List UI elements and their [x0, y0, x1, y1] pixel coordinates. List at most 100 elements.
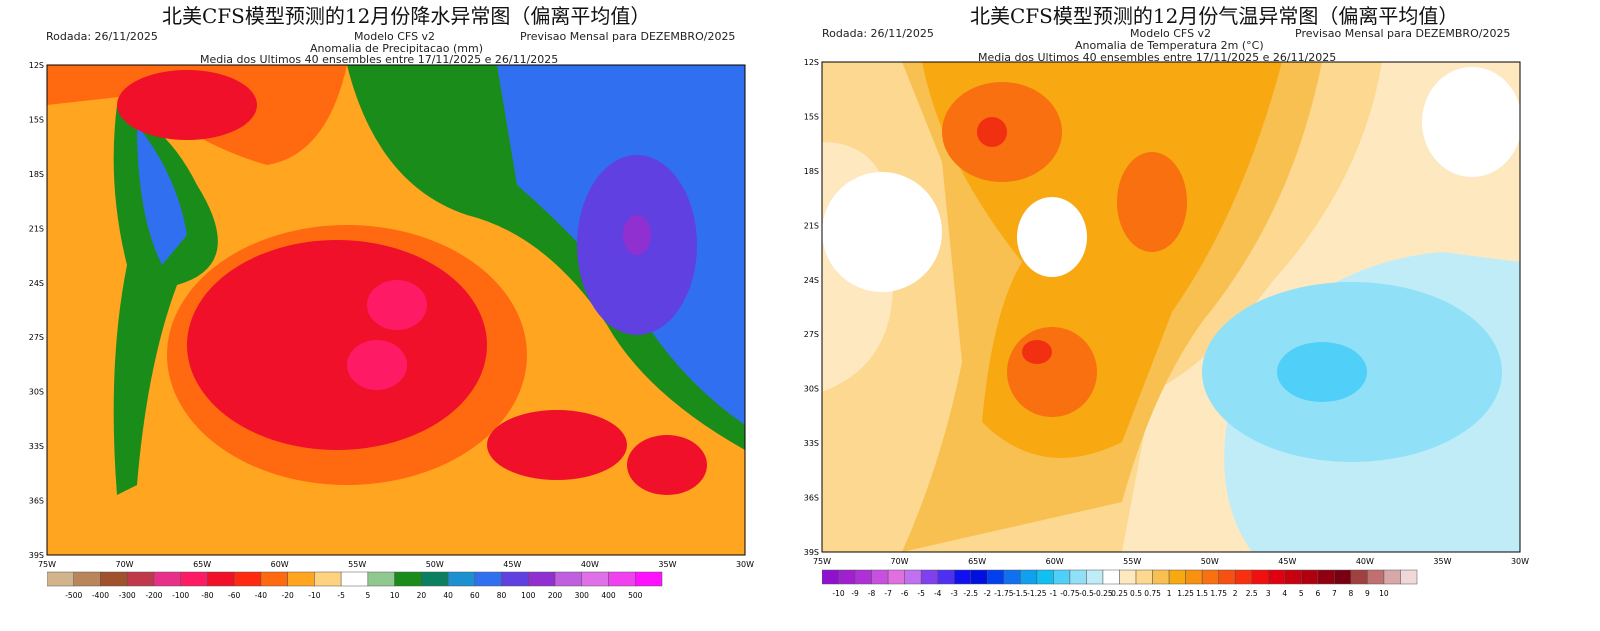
legend-swatch — [447, 571, 476, 587]
legend-swatch — [920, 569, 938, 585]
legend-label: 10 — [390, 591, 400, 600]
x-tick-label: 45W — [503, 560, 521, 569]
legend-label: 80 — [497, 591, 507, 600]
legend-label: -1.25 — [1027, 589, 1047, 598]
legend-swatch — [233, 571, 262, 587]
x-tick-label: 70W — [116, 560, 134, 569]
temp-legend: -10 -9 -8 -7 -6 -5 -4 -3 -2.5 -2 -1.75 -1.5 -1.25 -1-… — [822, 569, 1418, 598]
legend-swatch — [287, 571, 315, 587]
x-tick-label: 65W — [968, 557, 986, 566]
x-tick-label: 55W — [1123, 557, 1141, 566]
y-tick-label: 36S — [29, 497, 44, 506]
legend-swatch — [1185, 569, 1203, 585]
legend-swatch — [1036, 569, 1054, 585]
legend-swatch — [838, 569, 856, 585]
legend-label: -200 — [145, 591, 162, 600]
variable-label: Anomalia de Precipitacao (mm) — [310, 42, 483, 55]
ensemble-label: Media dos Ultimos 40 ensembles entre 17/… — [978, 51, 1337, 64]
legend-swatch — [1234, 569, 1252, 585]
legend-swatch — [1102, 569, 1120, 585]
legend-swatch — [887, 569, 905, 585]
legend-swatch — [100, 571, 128, 587]
legend-swatch — [1086, 569, 1104, 585]
legend-swatch — [987, 569, 1005, 585]
legend-label: -8 — [868, 589, 876, 598]
x-tick-label: 55W — [348, 560, 366, 569]
legend-swatch — [1020, 569, 1038, 585]
model-label: Modelo CFS v2 — [354, 30, 436, 43]
legend-swatch — [1069, 569, 1087, 585]
legend-label: 500 — [628, 591, 643, 600]
y-tick-label: 21S — [29, 224, 44, 233]
legend-label: 1.25 — [1177, 589, 1194, 598]
y-tick-label: 21S — [804, 221, 819, 230]
legend-label: 5 — [365, 591, 370, 600]
legend-swatch — [1251, 569, 1269, 585]
x-tick-label: 75W — [38, 560, 56, 569]
x-tick-label: 35W — [1433, 557, 1451, 566]
legend-swatch — [421, 571, 449, 587]
legend-label: 100 — [521, 591, 536, 600]
legend-label: -3 — [950, 589, 958, 598]
legend-swatch — [314, 571, 342, 587]
legend-swatch — [153, 571, 181, 587]
map-frame — [821, 61, 1521, 553]
x-tick-label: 50W — [426, 560, 444, 569]
y-tick-label: 24S — [29, 279, 44, 288]
legend-label: -4 — [934, 589, 942, 598]
legend-swatch — [1168, 569, 1186, 585]
y-tick-label: 15S — [29, 115, 44, 124]
legend-swatch — [871, 569, 889, 585]
legend-swatch — [1152, 569, 1170, 585]
legend-swatch — [581, 571, 609, 587]
x-tick-label: 60W — [1046, 557, 1064, 566]
legend-label: -40 — [255, 591, 267, 600]
legend-label: 400 — [601, 591, 616, 600]
legend-swatch — [554, 571, 583, 587]
legend-swatch — [937, 569, 955, 585]
legend-label: -0.75 — [1060, 589, 1080, 598]
map-frame — [46, 64, 746, 556]
y-tick-label: 18S — [804, 167, 819, 176]
legend-label: 1 — [1167, 589, 1172, 598]
legend-label: -7 — [884, 589, 892, 598]
legend-swatch — [474, 571, 502, 587]
y-tick-label: 39S — [29, 551, 44, 560]
legend-swatch — [1268, 569, 1286, 585]
legend-swatch — [635, 571, 663, 587]
legend-swatch — [1218, 569, 1236, 585]
legend-label: -100 — [172, 591, 189, 600]
precip-title: 北美CFS模型预测的12月份降水异常图（偏离平均值） — [162, 4, 651, 28]
forecast-label: Previsao Mensal para DEZEMBRO/2025 — [1295, 27, 1511, 40]
legend-label: -2.5 — [963, 589, 978, 598]
legend-label: 2 — [1233, 589, 1238, 598]
legend-swatch — [904, 569, 922, 585]
legend-label: 0.75 — [1144, 589, 1161, 598]
y-tick-label: 27S — [804, 330, 819, 339]
y-tick-label: 24S — [804, 276, 819, 285]
legend-label: 1.75 — [1210, 589, 1227, 598]
legend-label: -6 — [901, 589, 909, 598]
y-tick-label: 36S — [804, 494, 819, 503]
legend-label: 4 — [1282, 589, 1287, 598]
legend-swatch — [207, 571, 235, 587]
run-date: Rodada: 26/11/2025 — [822, 27, 934, 40]
legend-label: -10 — [832, 589, 844, 598]
forecast-label: Previsao Mensal para DEZEMBRO/2025 — [520, 30, 736, 43]
x-tick-label: 50W — [1201, 557, 1219, 566]
x-tick-label: 65W — [193, 560, 211, 569]
legend-swatch — [822, 569, 839, 585]
legend-swatch — [73, 571, 101, 587]
legend-swatch — [1367, 569, 1385, 585]
x-tick-label: 30W — [1511, 557, 1529, 566]
legend-label: -20 — [282, 591, 294, 600]
legend-swatch — [1400, 569, 1418, 585]
legend-label: -300 — [119, 591, 136, 600]
temp-map: 75W 70W 65W 60W 55W 50W 45W 40W 35W 30W 12S 15S 18S 2… — [804, 58, 1529, 566]
variable-label: Anomalia de Temperatura 2m (°C) — [1075, 39, 1264, 52]
y-tick-label: 30S — [29, 388, 44, 397]
y-tick-label: 30S — [804, 385, 819, 394]
precip-map: 75W 70W 65W 60W 55W 50W 45W 40W 35W 30W 12S 15S 18S 2… — [29, 61, 754, 569]
legend-swatch — [180, 571, 208, 587]
y-tick-label: 33S — [804, 439, 819, 448]
